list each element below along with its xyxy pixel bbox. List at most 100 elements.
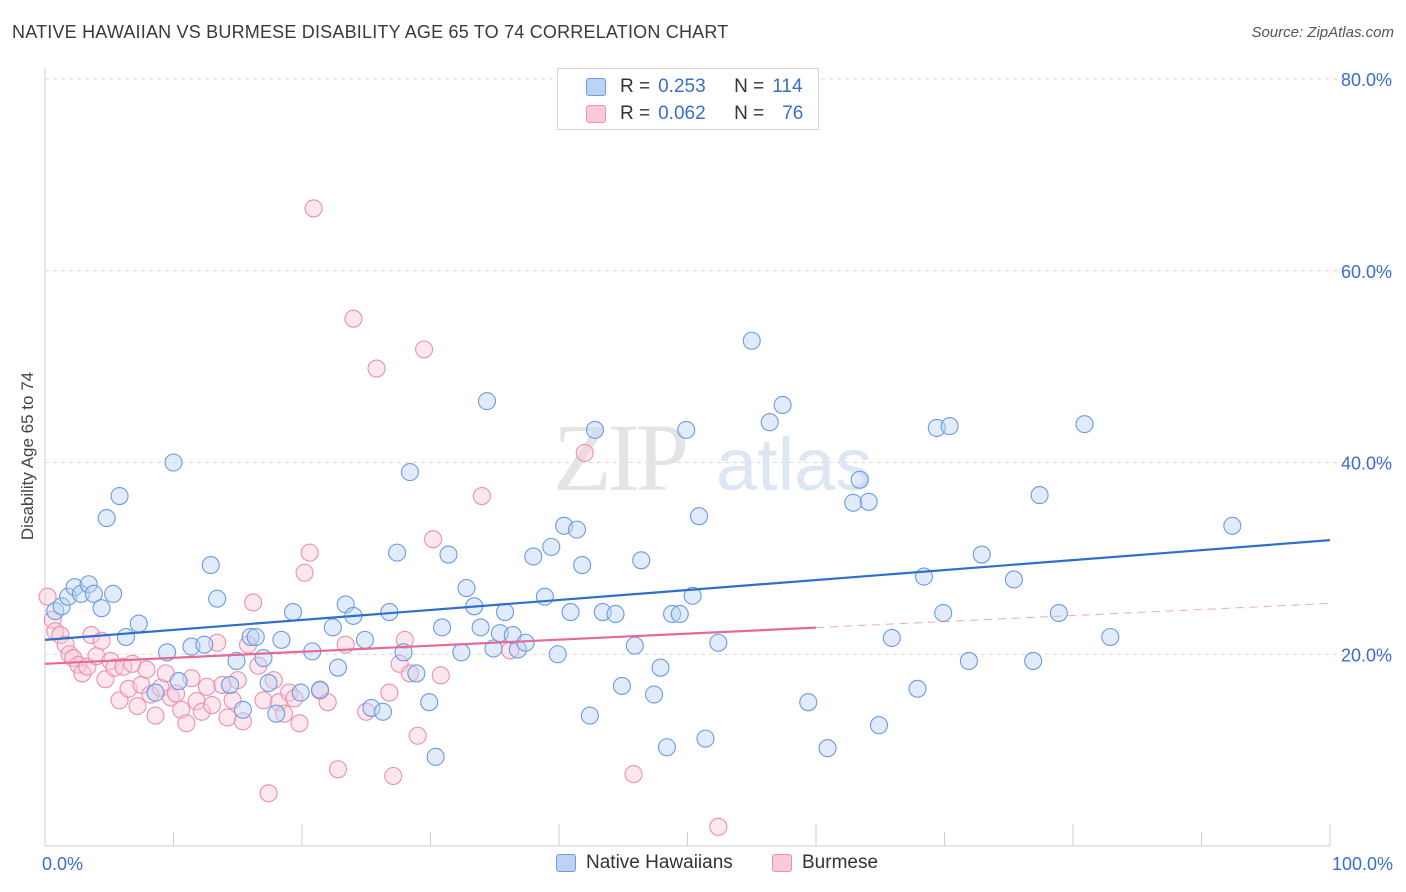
native-hawaiian-point bbox=[227, 651, 246, 671]
burmese-point bbox=[264, 671, 283, 690]
native-hawaiian-point bbox=[220, 675, 240, 694]
native-hawaiian-point bbox=[146, 683, 165, 702]
native-hawaiian-point bbox=[869, 716, 889, 735]
native-hawaiian-point bbox=[426, 747, 445, 766]
burmese-point bbox=[274, 704, 294, 723]
burmese-point bbox=[400, 664, 419, 683]
n-value: 76 bbox=[782, 103, 804, 124]
native-hawaiian-point bbox=[84, 584, 103, 603]
x-tick-label: 100.0% bbox=[1332, 854, 1393, 874]
native-hawaiian-point bbox=[580, 706, 599, 725]
burmese-trend-line bbox=[44, 626, 817, 665]
native-hawaiian-point bbox=[663, 604, 682, 624]
native-hawaiian-point bbox=[373, 702, 393, 721]
native-hawaiian-point bbox=[439, 545, 458, 564]
y-tick-label: 20.0% bbox=[1341, 645, 1392, 665]
watermark-atlas: atlas bbox=[716, 423, 872, 506]
burmese-point bbox=[146, 706, 165, 725]
native-hawaiian-point bbox=[208, 589, 227, 608]
native-hawaiian-point bbox=[484, 639, 503, 658]
native-hawaiian-point bbox=[362, 698, 381, 717]
native-hawaiian-point bbox=[169, 672, 188, 691]
native-hawaiian-point bbox=[267, 704, 286, 723]
r-value: 0.062 bbox=[658, 103, 706, 124]
burmese-point bbox=[328, 760, 348, 779]
y-tick-label: 80.0% bbox=[1341, 70, 1392, 90]
native-hawaiian-point bbox=[328, 658, 348, 677]
native-hawaiian-point bbox=[850, 470, 869, 489]
legend-label: Burmese bbox=[802, 852, 879, 873]
n-label: N = bbox=[734, 103, 765, 124]
native-hawaiian-point bbox=[940, 417, 959, 436]
native-hawaiians-trend-line bbox=[44, 539, 1331, 641]
native-hawaiian-point bbox=[388, 543, 407, 562]
native-hawaiian-point bbox=[1030, 486, 1049, 505]
burmese-points bbox=[38, 199, 728, 836]
native-hawaiian-point bbox=[254, 649, 273, 668]
native-hawaiian-point bbox=[773, 395, 792, 415]
native-hawaiian-point bbox=[683, 586, 702, 605]
native-hawaiian-point bbox=[407, 664, 426, 683]
x-tick-label: 0.0% bbox=[42, 854, 83, 874]
legend-item-burmese[interactable]: Burmese bbox=[772, 852, 878, 874]
native-hawaiian-point bbox=[158, 643, 177, 662]
native-hawaiian-point bbox=[612, 676, 632, 695]
native-hawaiian-point bbox=[259, 673, 278, 693]
burmese-point bbox=[431, 666, 450, 685]
burmese-point bbox=[244, 593, 263, 612]
burmese-point bbox=[624, 765, 643, 784]
burmese-point bbox=[259, 784, 278, 803]
native-hawaiians-swatch bbox=[556, 854, 576, 872]
native-hawaiian-point bbox=[657, 738, 676, 757]
burmese-point bbox=[304, 199, 323, 218]
native-hawaiian-point bbox=[1024, 651, 1043, 671]
native-hawaiian-point bbox=[323, 618, 342, 637]
native-hawaiian-point bbox=[908, 679, 927, 698]
native-hawaiian-point bbox=[400, 463, 419, 482]
burmese-point bbox=[203, 696, 222, 715]
native-hawaiian-point bbox=[516, 633, 535, 652]
native-hawaiian-point bbox=[1101, 627, 1120, 647]
native-hawaiian-point bbox=[524, 547, 543, 566]
watermark: ZIP atlas bbox=[553, 404, 872, 511]
native-hawaiian-point bbox=[709, 633, 728, 652]
tick-labels: 20.0% 40.0% 60.0% 80.0% 0.0% 100.0% bbox=[42, 70, 1393, 874]
trend-lines bbox=[44, 539, 1331, 665]
native-hawaiian-point bbox=[71, 584, 91, 603]
axes bbox=[44, 68, 1331, 847]
stats-legend: R = 0.253 N = 114 R = 0.062 N = 76 bbox=[557, 68, 819, 130]
burmese-point bbox=[187, 692, 206, 711]
burmese-swatch bbox=[772, 854, 792, 872]
native-hawaiian-point bbox=[548, 645, 567, 664]
native-hawaiian-point bbox=[760, 413, 779, 432]
native-hawaiian-point bbox=[92, 599, 111, 618]
native-hawaiian-point bbox=[477, 392, 497, 411]
legend-item-native-hawaiians[interactable]: Native Hawaiians bbox=[556, 852, 733, 874]
native-hawaiian-point bbox=[882, 628, 901, 648]
burmese-point bbox=[197, 677, 216, 696]
n-value: 114 bbox=[772, 76, 803, 97]
y-tick-label: 40.0% bbox=[1341, 454, 1392, 474]
r-label: R = bbox=[620, 103, 651, 124]
burmese-point bbox=[56, 635, 75, 654]
native-hawaiian-point bbox=[645, 685, 664, 704]
native-hawaiian-point bbox=[283, 603, 303, 622]
native-hawaiian-point bbox=[116, 627, 136, 647]
native-hawaiian-point bbox=[670, 604, 689, 624]
native-hawaiian-point bbox=[1075, 415, 1094, 434]
legend-row-burmese: R = 0.062 N = 76 bbox=[586, 102, 803, 126]
native-hawaiian-point bbox=[471, 618, 490, 637]
native-hawaiians-swatch bbox=[586, 78, 606, 96]
burmese-point bbox=[192, 702, 211, 721]
burmese-point bbox=[575, 443, 594, 462]
burmese-point bbox=[254, 691, 273, 710]
burmese-point bbox=[295, 563, 314, 582]
burmese-point bbox=[709, 817, 728, 836]
native-hawaiian-point bbox=[625, 636, 644, 655]
native-hawaiian-point bbox=[632, 551, 651, 570]
native-hawaiian-point bbox=[52, 597, 71, 616]
native-hawaiian-point bbox=[310, 680, 330, 699]
burmese-point bbox=[38, 587, 57, 606]
burmese-point bbox=[172, 700, 191, 719]
